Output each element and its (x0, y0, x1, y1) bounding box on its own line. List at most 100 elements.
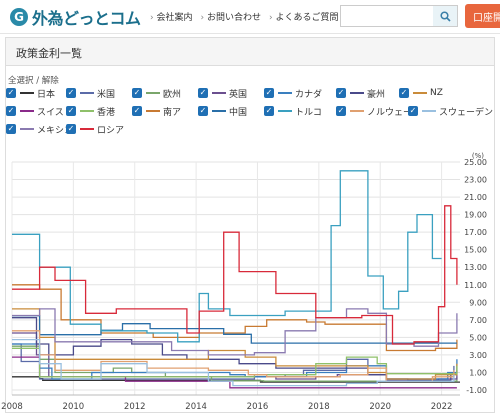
checkbox-icon[interactable]: ✓ (6, 106, 16, 116)
legend-item[interactable]: ✓ 香港 (66, 104, 115, 118)
y-tick-label: 17.00 (464, 228, 487, 237)
nav-company-link[interactable]: 会社案内 (150, 10, 192, 23)
series-line (12, 315, 457, 344)
y-tick-label: -1.00 (466, 386, 487, 395)
series-line (12, 338, 455, 387)
y-tick-label: 21.00 (464, 193, 487, 202)
search-button[interactable] (433, 5, 458, 27)
nav-contact-link[interactable]: お問い合わせ (200, 10, 261, 23)
legend-item[interactable]: ✓ 米国 (66, 86, 115, 100)
legend-item[interactable]: ✓ ロシア (66, 122, 124, 136)
legend-swatch (20, 92, 34, 94)
legend-label: 欧州 (163, 89, 182, 100)
legend-label: スイス (37, 107, 64, 118)
y-tick-label: 9.00 (469, 298, 487, 307)
series-line (12, 170, 442, 343)
logo-mark-icon: G (10, 8, 28, 26)
y-tick-label: 13.00 (464, 263, 487, 272)
select-all-toggle[interactable]: 全選択 / 解除 (8, 76, 59, 86)
legend-item[interactable]: ✓ ノルウェー (336, 104, 412, 118)
x-tick-label: 2014 (185, 402, 207, 412)
logo[interactable]: G 外為どっとコム (10, 6, 141, 28)
legend-swatch (146, 92, 160, 94)
legend-label: NZ (430, 88, 443, 98)
legend-swatch (212, 110, 226, 112)
legend-label: 米国 (97, 89, 116, 100)
checkbox-icon[interactable]: ✓ (399, 88, 409, 98)
legend-label: カナダ (295, 89, 323, 100)
legend-item[interactable]: ✓ 日本 (6, 86, 55, 100)
site-header: G 外為どっとコム 会社案内 お問い合わせ よくあるご質問 口座開 (0, 0, 500, 34)
panel-title: 政策金利一覧 (6, 38, 494, 66)
y-tick-label: 15.00 (464, 246, 487, 255)
checkbox-icon[interactable]: ✓ (132, 106, 142, 116)
legend-swatch (350, 110, 364, 112)
series-line (12, 205, 458, 345)
legend-item[interactable]: ✓ カナダ (264, 86, 322, 100)
legend-swatch (413, 92, 427, 94)
y-tick-label: 19.00 (464, 211, 487, 220)
legend-label: 日本 (37, 89, 56, 100)
y-tick-label: 3.00 (469, 351, 487, 360)
checkbox-icon[interactable]: ✓ (132, 88, 142, 98)
series-line (12, 284, 458, 352)
legend-label: トルコ (295, 107, 322, 118)
legend-item[interactable]: ✓ 南ア (132, 104, 181, 118)
x-tick-label: 2016 (247, 402, 269, 412)
legend-item[interactable]: ✓ スイス (6, 104, 64, 118)
legend-item[interactable]: ✓ NZ (399, 86, 443, 100)
y-tick-label: 7.00 (469, 316, 487, 325)
legend-item[interactable]: ✓ 豪州 (336, 86, 385, 100)
legend-swatch (422, 110, 436, 112)
checkbox-icon[interactable]: ✓ (6, 124, 16, 134)
checkbox-icon[interactable]: ✓ (336, 106, 346, 116)
legend-item[interactable]: ✓ トルコ (264, 104, 322, 118)
x-tick-label: 2020 (369, 402, 391, 412)
legend-item[interactable]: ✓ 中国 (198, 104, 247, 118)
checkbox-icon[interactable]: ✓ (198, 88, 208, 98)
x-tick-label: 2012 (124, 402, 146, 412)
series-line (12, 317, 452, 382)
checkbox-icon[interactable]: ✓ (336, 88, 346, 98)
checkbox-icon[interactable]: ✓ (408, 106, 418, 116)
checkbox-icon[interactable]: ✓ (66, 88, 76, 98)
legend-item[interactable]: ✓ 欧州 (132, 86, 181, 100)
legend-swatch (350, 92, 364, 94)
legend-swatch (80, 128, 94, 130)
x-tick-label: 2022 (431, 402, 453, 412)
legend-item[interactable]: ✓ スウェーデン (408, 104, 493, 118)
y-axis-unit: (%) (472, 152, 484, 160)
legend-label: 中国 (229, 107, 248, 118)
legend-label: ノルウェー (367, 107, 413, 118)
y-tick-label: 25.00 (464, 158, 487, 167)
checkbox-icon[interactable]: ✓ (6, 88, 16, 98)
checkbox-icon[interactable]: ✓ (264, 88, 274, 98)
legend-label: 香港 (97, 107, 116, 118)
legend-swatch (146, 110, 160, 112)
checkbox-icon[interactable]: ✓ (66, 124, 76, 134)
logo-text: 外為どっとコム (32, 9, 141, 28)
checkbox-icon[interactable]: ✓ (264, 106, 274, 116)
y-tick-label: 11.00 (464, 281, 487, 290)
checkbox-icon[interactable]: ✓ (66, 106, 76, 116)
y-tick-label: 23.00 (464, 176, 487, 185)
nav-faq-link[interactable]: よくあるご質問 (269, 10, 338, 23)
legend-label: ロシア (97, 125, 125, 136)
legend-swatch (278, 110, 292, 112)
legend-label: 南ア (163, 107, 182, 118)
legend-swatch (80, 110, 94, 112)
legend-swatch (212, 92, 226, 94)
open-account-button[interactable]: 口座開 (465, 4, 500, 28)
legend-swatch (80, 92, 94, 94)
legend-item[interactable]: ✓ 英国 (198, 86, 247, 100)
search-icon (439, 10, 451, 22)
legend-label: 英国 (229, 89, 248, 100)
x-tick-label: 2008 (1, 402, 23, 412)
legend-label: スウェーデン (439, 107, 494, 118)
x-tick-label: 2018 (308, 402, 330, 412)
legend-item[interactable]: ✓ メキシコ (6, 122, 73, 136)
x-tick-label: 2010 (63, 402, 85, 412)
legend-label: 豪州 (367, 89, 386, 100)
header-nav: 会社案内 お問い合わせ よくあるご質問 (150, 10, 338, 23)
checkbox-icon[interactable]: ✓ (198, 106, 208, 116)
